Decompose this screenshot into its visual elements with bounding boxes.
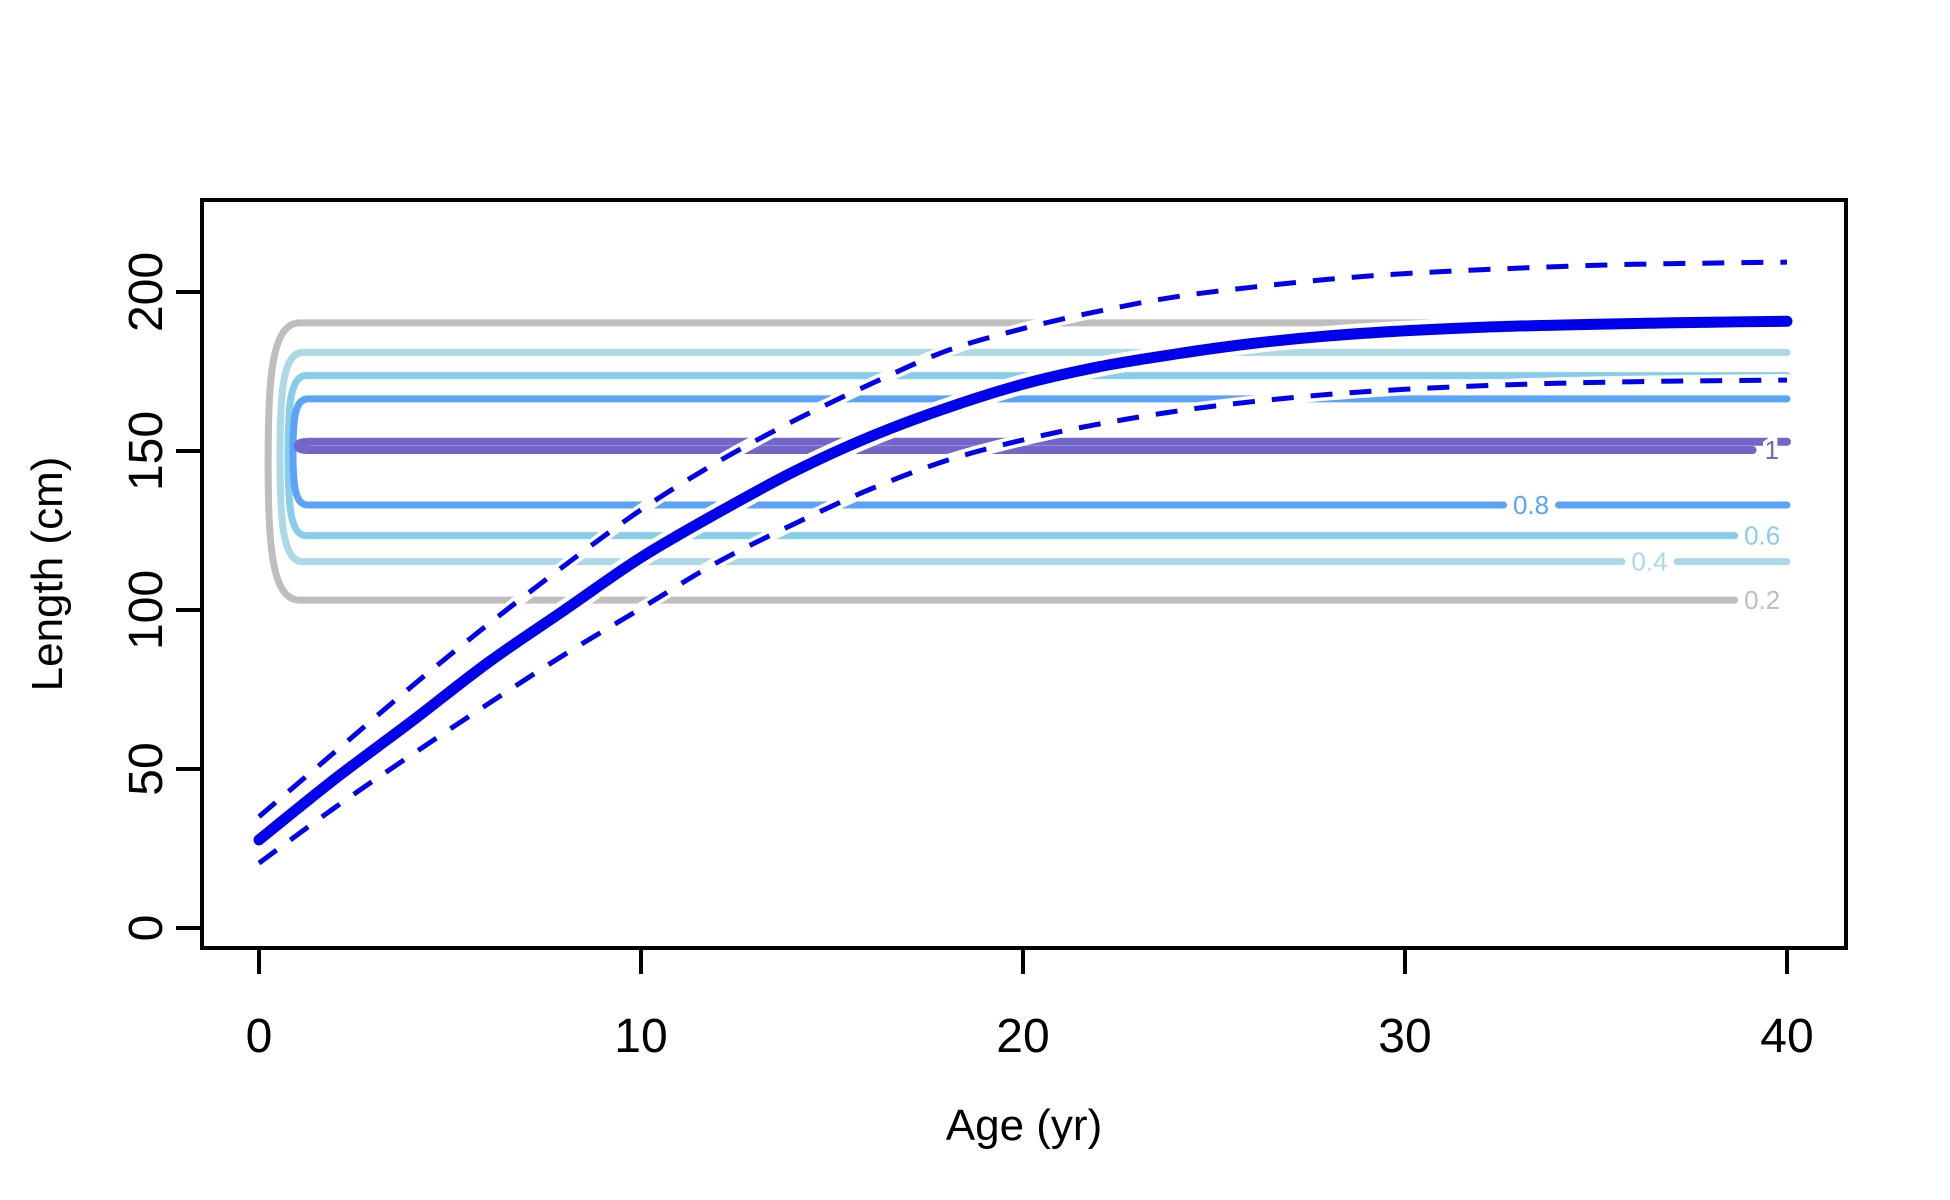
- x-axis-ticks: 0 10 20 30 40: [246, 948, 1814, 1063]
- x-axis-title: Age (yr): [946, 1101, 1102, 1150]
- y-tick-label: 0: [120, 915, 173, 942]
- y-axis-ticks: 0 50 100 150 200: [120, 252, 202, 941]
- contour-line-0.2: [264, 319, 1791, 604]
- plot-box: [200, 198, 1848, 950]
- contour-label-0.4: 0.4: [1631, 547, 1667, 577]
- x-tick-label: 0: [246, 1010, 273, 1063]
- y-tick-label: 50: [120, 742, 173, 795]
- contour-label-0.2: 0.2: [1744, 585, 1780, 615]
- y-tick-label: 150: [120, 411, 173, 491]
- confidence-band-group: [253, 256, 1793, 870]
- x-tick-label: 40: [1760, 1010, 1813, 1063]
- y-tick-label: 100: [120, 570, 173, 650]
- contour-label-0.6: 0.6: [1744, 521, 1780, 551]
- confidence-upper-halo: [253, 256, 1793, 823]
- contour-line-0.6: [284, 372, 1791, 540]
- contour-labels-group: 0.2 0.4 0.6 0.8 1: [1509, 431, 1784, 619]
- growth-curve-group: [249, 311, 1797, 850]
- contour-line-1: [293, 437, 1791, 455]
- y-axis-title: Length (cm): [23, 457, 72, 692]
- y-tick-label: 200: [120, 252, 173, 332]
- contour-label-0.8: 0.8: [1513, 490, 1549, 520]
- contour-line-0.8: [289, 395, 1791, 509]
- contour-line-0.4: [276, 348, 1791, 566]
- x-tick-label: 30: [1378, 1010, 1431, 1063]
- contour-label-1: 1: [1764, 435, 1778, 465]
- growth-curve-line: [253, 315, 1793, 846]
- confidence-lower: [257, 377, 1788, 866]
- x-tick-label: 10: [614, 1010, 667, 1063]
- confidence-upper: [257, 259, 1788, 819]
- contour-lines-group: [264, 319, 1791, 604]
- x-tick-label: 20: [996, 1010, 1049, 1063]
